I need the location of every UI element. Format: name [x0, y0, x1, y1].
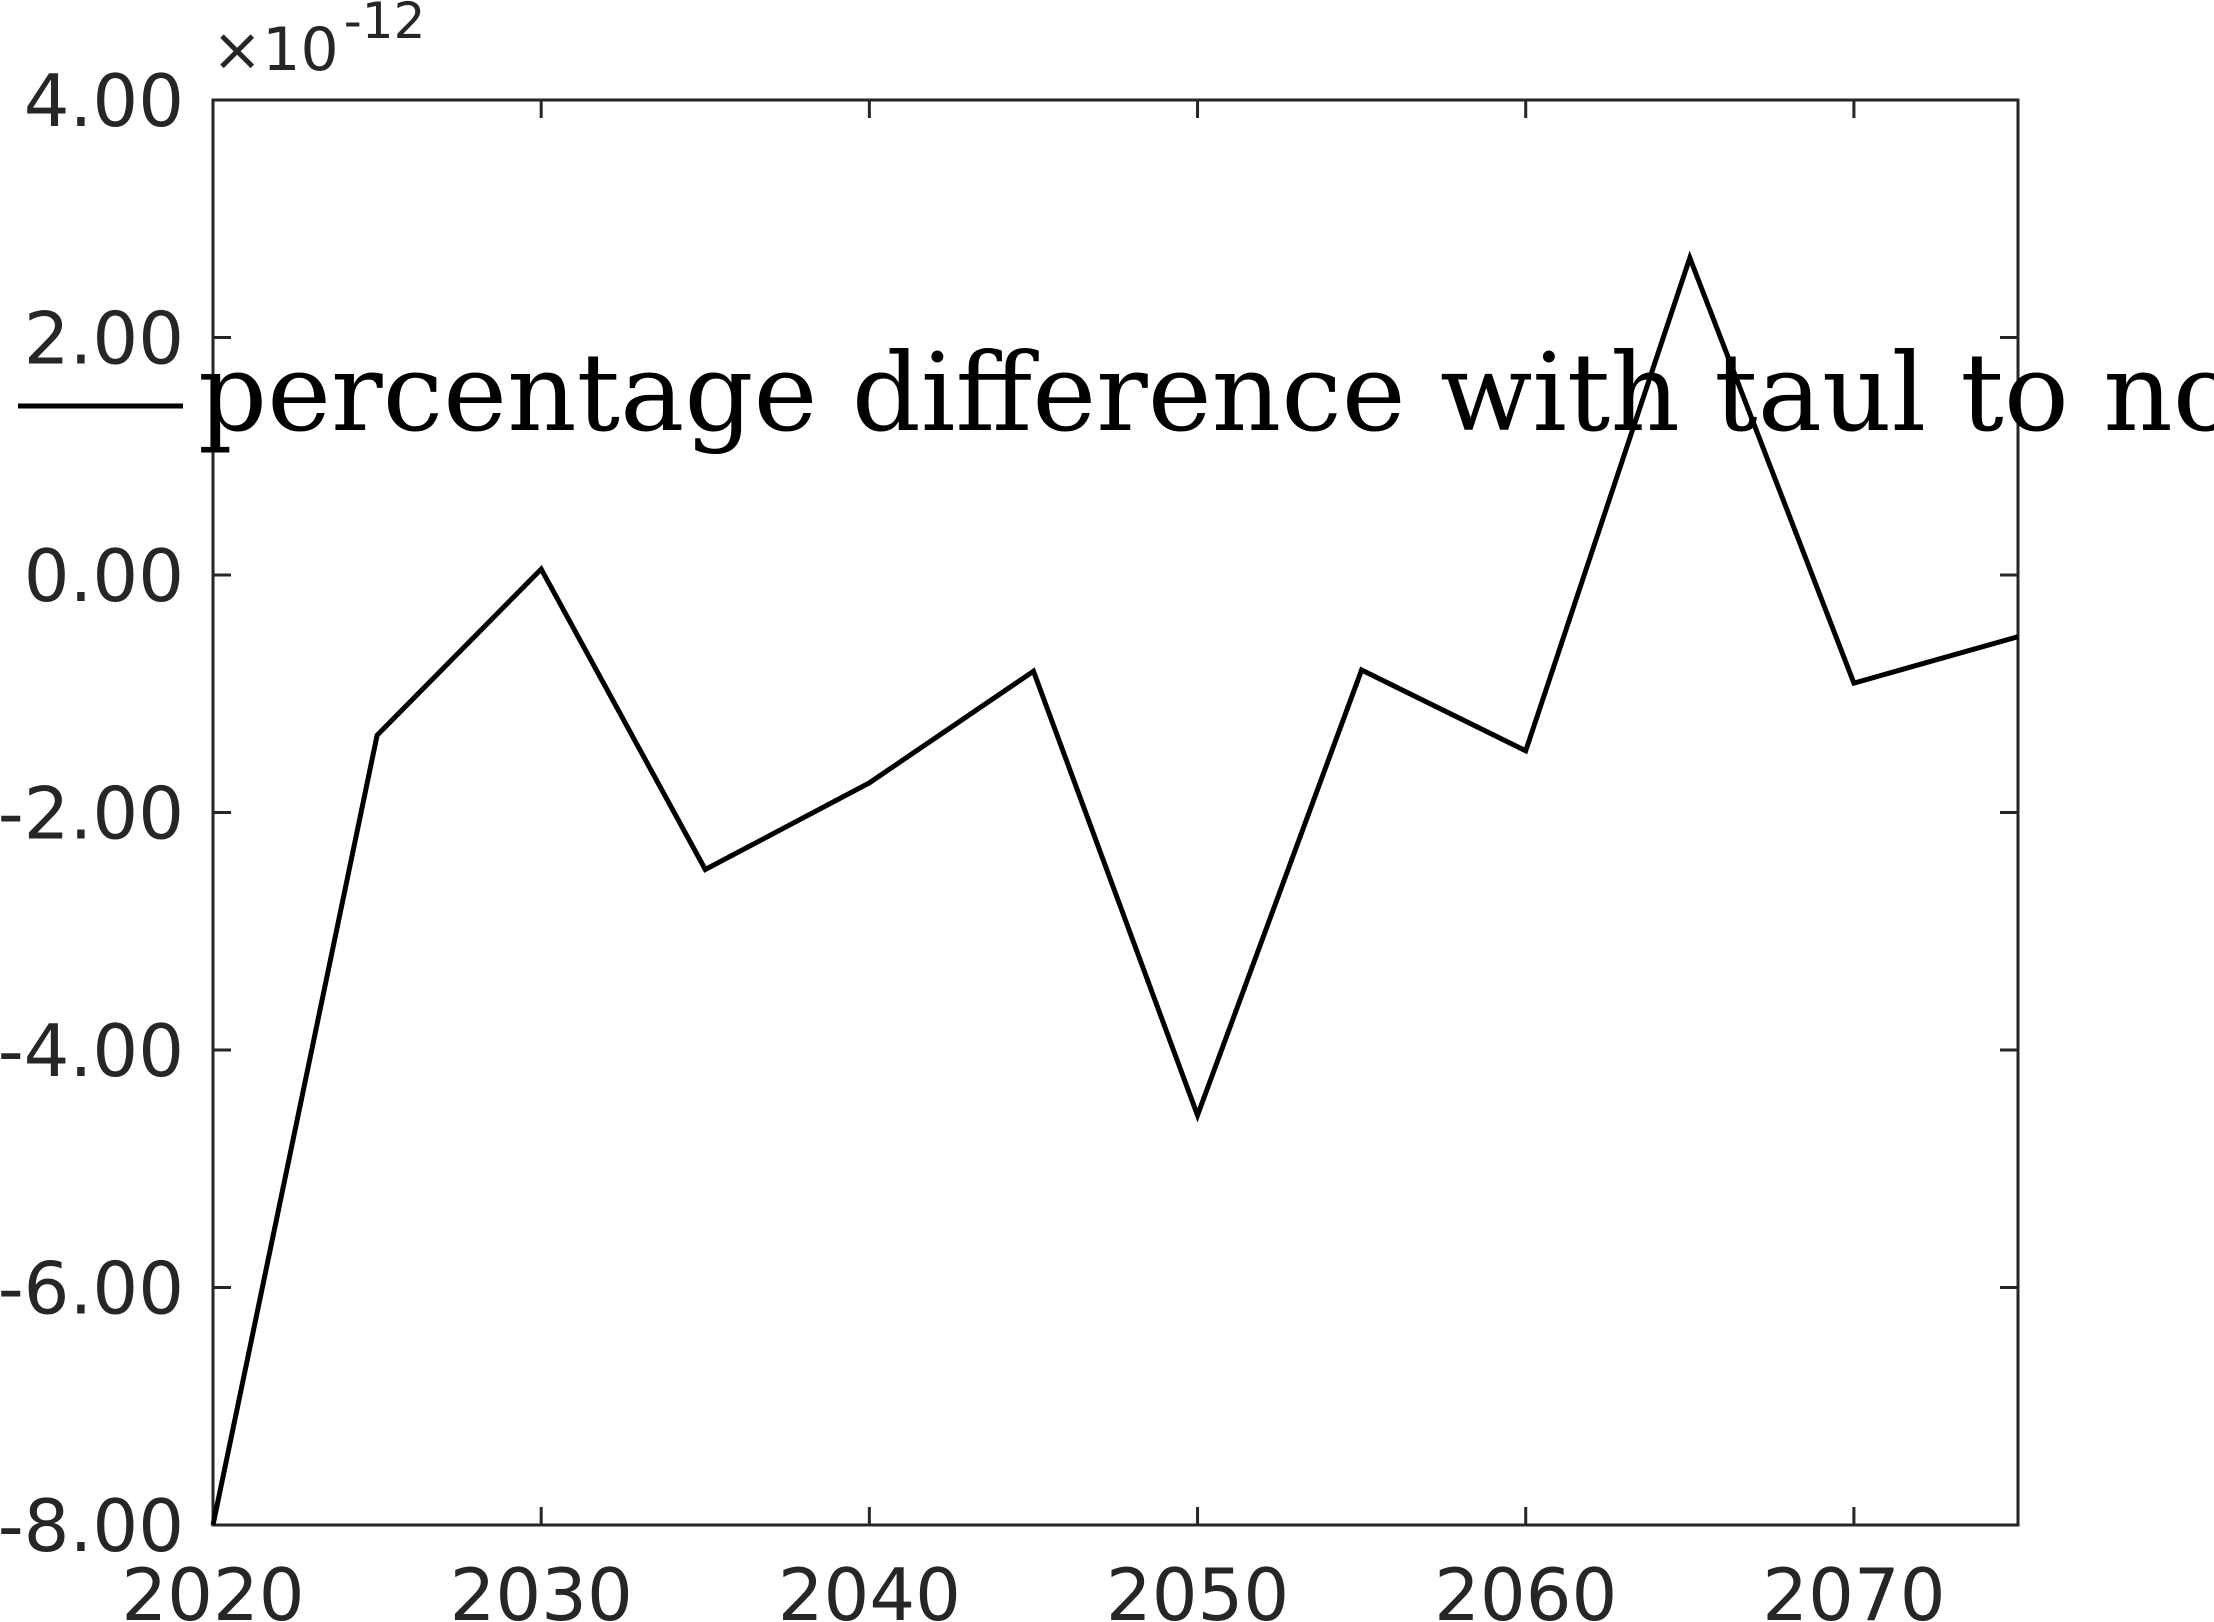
y-axis-multiplier: ×10 -12 — [212, 0, 425, 85]
x-tick-label: 2060 — [1434, 1553, 1617, 1622]
x-tick-label: 2030 — [450, 1553, 633, 1622]
plot-area — [210, 98, 2020, 1527]
legend-label: percentage difference with taul to no ta… — [198, 331, 2214, 456]
x-axis-tick-labels: 2020 2030 2040 2050 2060 2070 — [121, 1553, 1945, 1622]
y-tick-label: 0.00 — [24, 534, 184, 618]
x-tick-label: 2070 — [1762, 1553, 1945, 1622]
legend: percentage difference with taul to no ta… — [18, 331, 2214, 456]
x-tick-label: 2050 — [1106, 1553, 1289, 1622]
series-line — [210, 250, 2019, 1526]
y-axis-tick-labels: -8.00 -6.00 -4.00 -2.00 0.00 2.00 4.00 — [0, 59, 184, 1568]
y-tick-label: -6.00 — [0, 1247, 184, 1331]
x-tick-label: 2020 — [121, 1553, 304, 1622]
multiplier-base: ×10 — [212, 15, 339, 85]
y-axis-ticks — [213, 98, 2018, 1527]
y-tick-label: -8.00 — [0, 1484, 184, 1568]
y-tick-label: 4.00 — [24, 59, 184, 143]
x-axis-ticks — [211, 100, 1856, 1525]
axes-box — [211, 98, 2020, 1527]
x-tick-label: 2040 — [778, 1553, 961, 1622]
y-tick-label: 2.00 — [24, 297, 184, 381]
y-tick-label: -2.00 — [0, 772, 184, 856]
multiplier-exponent: -12 — [344, 0, 426, 50]
y-tick-label: -4.00 — [0, 1009, 184, 1093]
